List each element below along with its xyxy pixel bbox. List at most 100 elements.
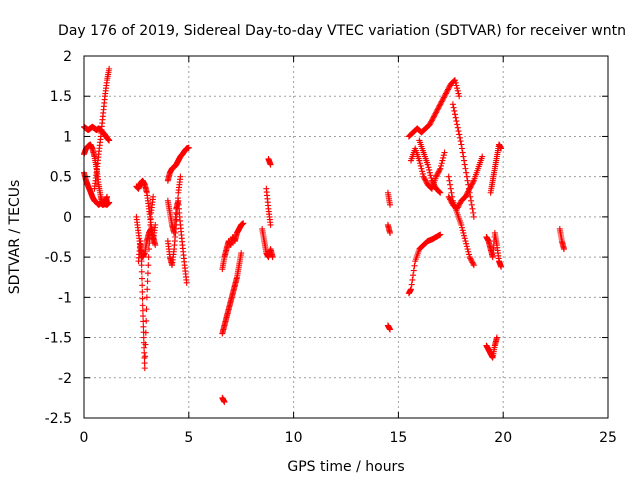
series-arc-3b [219,250,245,337]
data-point [440,152,447,159]
data-point [437,231,444,238]
data-point [479,153,486,160]
data-point [174,200,181,207]
x-axis: 0 5 10 15 20 25 [80,56,617,446]
data-point [185,144,192,151]
data-point [458,141,465,148]
data-point [451,107,458,114]
series-arc-6a [405,231,444,297]
data-point [446,83,453,90]
data-point [464,246,471,253]
data-point [428,177,435,184]
data-point [430,114,437,121]
data-point [456,131,463,138]
data-point [466,254,473,261]
x-tick-label: 10 [285,430,303,446]
data-point [456,134,463,141]
data-point [428,175,435,182]
data-point [461,232,468,239]
data-point [447,181,454,188]
y-tick-label: 0 [63,210,72,226]
data-point [106,137,113,144]
data-point [427,172,434,179]
data-point [440,94,447,101]
data-point [462,238,469,245]
data-point [267,221,274,228]
series-arc-3a [219,220,247,273]
data-point [138,268,145,275]
series-arc-5b [384,221,394,236]
data-point [104,193,111,200]
data-point [139,307,146,314]
data-point [448,189,455,196]
data-point [436,166,443,173]
data-point [469,259,476,266]
y-axis: -2.5 -2 -1.5 -1 -0.5 0 0.5 1 1.5 2 [45,49,608,427]
data-point [445,86,452,93]
data-point [419,168,426,175]
data-point [139,282,146,289]
series-arc-2a [164,144,192,184]
y-tick-label: -0.5 [45,250,72,266]
data-point [145,254,152,261]
data-point [456,93,463,100]
data-point [173,216,180,223]
data-point [434,170,441,177]
data-point [419,170,426,177]
data-point [468,197,475,204]
x-axis-label: GPS time / hours [287,459,404,475]
data-point [150,193,157,200]
data-point [434,106,441,113]
series-arc-4b [263,185,274,228]
data-point [454,85,461,92]
series-arc-6c [407,145,448,192]
data-points [81,65,567,405]
data-point [152,221,159,228]
series-arc-9 [556,225,567,253]
data-point [436,102,443,109]
data-point [458,224,465,231]
data-point [452,79,459,86]
series-arc-8b [483,229,505,270]
data-point [449,101,456,108]
data-point [441,149,448,156]
data-point [443,89,450,96]
y-tick-label: -1 [58,290,72,306]
series-arc-0d [91,65,113,192]
data-point [141,365,148,372]
series-arc-7c [445,173,477,269]
data-point [431,183,438,190]
x-tick-label: 25 [599,430,617,446]
x-tick-label: 0 [80,430,89,446]
data-point [449,193,456,200]
data-point [429,116,436,123]
data-point [152,242,159,249]
data-point [498,145,505,152]
data-point [560,246,567,253]
data-point [452,114,459,121]
data-point [428,117,435,124]
data-point [409,276,416,283]
data-point [468,201,475,208]
data-point [464,177,471,184]
data-point [445,85,452,92]
series-arc-2c [164,173,184,269]
data-point [470,209,477,216]
series-arc-8c [483,334,500,361]
data-point [144,270,151,277]
data-point [451,77,458,84]
data-point [460,153,467,160]
data-point [457,138,464,145]
grid-lines [84,56,608,418]
series-arc-6d [416,137,444,196]
data-point [463,243,470,250]
data-point [431,111,438,118]
data-point [455,128,462,135]
data-point [410,267,417,274]
data-point [387,229,394,236]
data-point [438,162,445,169]
data-point [454,87,461,94]
data-point [463,240,470,247]
series-arc-0a [81,123,113,144]
data-point [173,221,180,228]
